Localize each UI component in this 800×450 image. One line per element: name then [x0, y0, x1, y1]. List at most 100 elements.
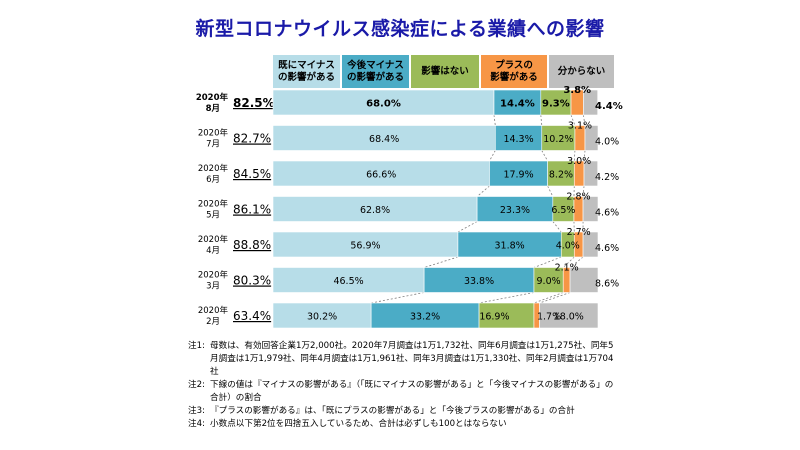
minus-total-label: 84.5% — [233, 167, 271, 181]
bar-segment — [547, 160, 575, 187]
connector-line — [540, 114, 543, 126]
data-label: 56.9% — [350, 241, 380, 252]
minus-total-label: 82.5% — [233, 96, 275, 110]
data-label: 1.7% — [537, 312, 561, 323]
data-label: 30.2% — [307, 312, 337, 323]
connector-line — [569, 256, 584, 268]
data-label: 62.8% — [360, 205, 390, 216]
category-year-label: 2020年 — [196, 92, 229, 103]
bar-segment — [533, 267, 564, 293]
footnote-text: 母数は、有効回答企業1万2,000社。2020年7月調査は1万1,732社、同年… — [210, 341, 614, 377]
data-label: 31.8% — [495, 241, 525, 252]
footnote-label: 注4: — [188, 419, 205, 429]
data-label: 16.9% — [479, 312, 509, 323]
connector-line — [570, 114, 576, 126]
category-month-label: 6月 — [206, 175, 220, 185]
footnote-text: 小数点以下第2位を四捨五入しているため、合計は必ずしも100とはならない — [210, 419, 507, 429]
connector-line — [583, 150, 586, 162]
connector-line — [552, 221, 562, 233]
legend: 既にマイナス の影響がある 今後マイナス の影響がある 影響はない プラスの 影響があ… — [273, 55, 614, 88]
minus-total-label: 88.8% — [233, 238, 271, 252]
chart-title: 新型コロナウイルス感染症による業績への影響 — [195, 18, 605, 40]
data-label: 2.1% — [555, 263, 579, 274]
connector-line — [539, 292, 571, 304]
data-label: 8.6% — [595, 279, 619, 290]
connector-line — [489, 150, 496, 162]
bar-segment — [539, 302, 599, 329]
bar-segment — [476, 196, 554, 222]
footnote-1: 注1: 母数は、有効回答企業1万2,000社。2020年7月調査は1万1,732社… — [188, 340, 618, 379]
bar-segment — [370, 302, 480, 329]
connector-line — [493, 114, 496, 126]
connector-line — [573, 150, 576, 162]
data-label: 8.2% — [549, 170, 573, 181]
footnotes: 注1: 母数は、有効回答企業1万2,000社。2020年7月調査は1万1,732社… — [188, 340, 618, 431]
footnote-label: 注2: — [188, 380, 205, 390]
footnote-text: 『プラスの影響がある』は、「既にプラスの影響がある」と「今後プラスの影響がある」… — [210, 406, 575, 416]
data-label: 9.3% — [542, 99, 570, 110]
data-label: 18.0% — [554, 312, 584, 323]
connector-line — [457, 221, 478, 233]
data-label: 4.0% — [595, 137, 619, 148]
data-label: 33.2% — [410, 312, 440, 323]
connector-line — [582, 114, 586, 126]
bar-segment — [493, 89, 542, 116]
footnote-text: 下線の値は『マイナスの影響がある』（「既にマイナスの影響がある」と「今後マイナス… — [210, 380, 614, 403]
data-label: 2.7% — [567, 227, 591, 238]
connector-line — [562, 256, 575, 268]
connector-line — [476, 185, 490, 197]
bar-segment — [489, 160, 548, 187]
data-label: 23.3% — [500, 205, 530, 216]
bar-segment — [583, 160, 598, 187]
legend-item-1: 今後マイナス の影響がある — [342, 55, 409, 88]
footnote-label: 注1: — [188, 341, 205, 351]
category-year-label: 2020年 — [198, 199, 229, 210]
data-label: 2.8% — [566, 192, 590, 203]
data-label: 14.4% — [500, 99, 535, 110]
data-label: 3.8% — [563, 85, 591, 96]
data-label: 4.6% — [595, 243, 619, 254]
footnote-3: 注3: 『プラスの影響がある』は、「既にプラスの影響がある」と「今後プラスの影響が… — [188, 405, 618, 418]
category-month-label: 4月 — [206, 246, 220, 256]
legend-item-4: 分からない — [549, 55, 614, 88]
category-year-label: 2020年 — [198, 163, 229, 174]
data-label: 9.0% — [537, 276, 561, 287]
bar-segment — [584, 125, 599, 151]
bar-segment — [569, 267, 599, 293]
legend-item-3: プラスの 影響がある — [481, 55, 547, 88]
minus-total-label: 63.4% — [233, 309, 271, 323]
category-month-label: 8月 — [206, 104, 220, 114]
category-month-label: 2月 — [206, 317, 220, 327]
minus-total-label: 86.1% — [233, 203, 271, 217]
data-label: 68.4% — [369, 134, 399, 145]
connector-line — [533, 256, 562, 268]
data-label: 6.5% — [551, 205, 575, 216]
category-year-label: 2020年 — [198, 305, 229, 316]
data-label: 3.0% — [567, 156, 591, 167]
connector-line — [582, 185, 585, 197]
bar-segment — [582, 231, 599, 258]
connector-line — [541, 150, 548, 162]
data-label: 66.6% — [366, 170, 396, 181]
category-year-label: 2020年 — [198, 128, 229, 139]
data-label: 4.2% — [595, 172, 619, 183]
bar-segment — [272, 196, 478, 222]
category-month-label: 5月 — [206, 211, 220, 221]
footnote-2: 注2: 下線の値は『マイナスの影響がある』（「既にマイナスの影響がある」と「今後マ… — [188, 379, 618, 405]
connector-line — [478, 292, 535, 304]
data-label: 10.2% — [543, 134, 573, 145]
data-label: 33.8% — [464, 276, 494, 287]
data-label: 14.3% — [503, 134, 533, 145]
bar-segment — [583, 89, 598, 116]
connector-line — [547, 185, 554, 197]
bar-segment — [272, 89, 495, 116]
bar-segment — [272, 160, 490, 187]
connector-line — [371, 292, 425, 304]
category-year-label: 2020年 — [198, 234, 229, 245]
bar-segment — [457, 231, 562, 258]
category-month-label: 3月 — [206, 282, 220, 292]
legend-item-2: 影響はない — [411, 55, 479, 88]
data-label: 4.6% — [595, 208, 619, 219]
data-label: 4.0% — [556, 241, 580, 252]
